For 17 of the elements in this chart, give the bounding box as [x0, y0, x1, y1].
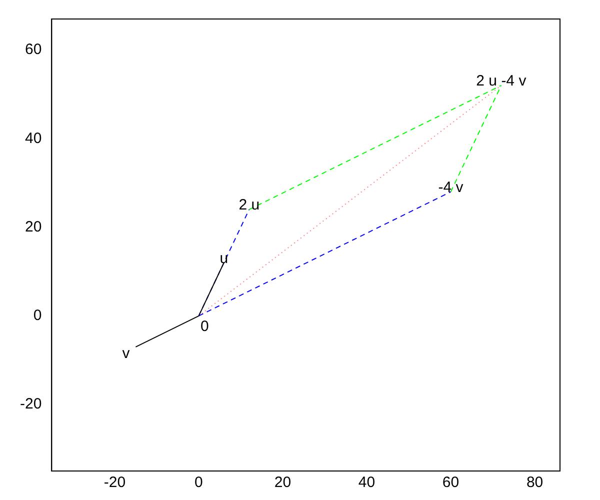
annotation: 2 u -4 v	[476, 72, 527, 90]
y-tick-label: 60	[24, 41, 42, 58]
annotation: 2 u	[238, 196, 260, 214]
y-tick-label: 20	[24, 218, 42, 236]
y-tick-label: -20	[20, 396, 42, 413]
x-tick-label: 40	[358, 474, 376, 492]
x-tick-label: 20	[274, 474, 292, 492]
annotation: 0	[200, 318, 209, 336]
annotation: -4 v	[438, 178, 464, 196]
x-tick-label: 80	[526, 474, 544, 492]
x-tick-label: 0	[194, 474, 203, 492]
annotation: v	[122, 345, 130, 362]
y-tick-label: 40	[24, 130, 42, 147]
y-tick-label: 0	[33, 307, 42, 324]
annotation: u	[220, 250, 228, 267]
x-tick-label: -20	[104, 474, 126, 492]
x-tick-label: 60	[442, 474, 460, 492]
